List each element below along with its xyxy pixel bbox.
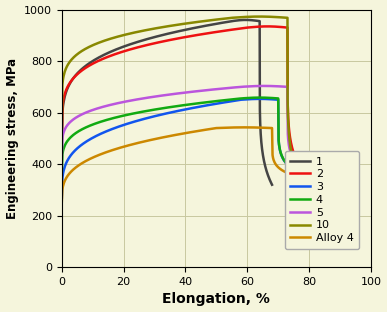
X-axis label: Elongation, %: Elongation, % [163, 292, 271, 306]
4 [257, 96, 262, 100]
Line: 1: 1 [62, 20, 272, 185]
2 [294, 157, 298, 161]
Alloy 4 [125, 144, 130, 148]
2 [313, 183, 318, 187]
3 [187, 107, 192, 110]
1 [235, 19, 239, 22]
1 [132, 41, 136, 45]
Alloy 4 [224, 126, 229, 129]
4 [291, 168, 296, 171]
5 [247, 85, 252, 88]
Alloy 4 [241, 125, 246, 129]
2 [265, 25, 269, 28]
10 [257, 15, 262, 18]
5 [325, 182, 330, 185]
5 [136, 97, 140, 101]
2 [138, 45, 143, 48]
1 [60, 147, 64, 150]
Alloy 4 [187, 130, 192, 134]
3 [136, 119, 141, 122]
Line: 2: 2 [62, 27, 315, 185]
10 [132, 31, 136, 35]
Line: 10: 10 [62, 17, 303, 183]
10 [132, 31, 137, 34]
3 [291, 168, 296, 172]
1 [200, 25, 205, 28]
Alloy 4 [126, 144, 130, 147]
Y-axis label: Engineering stress, MPa: Engineering stress, MPa [5, 58, 19, 219]
4 [136, 111, 140, 115]
4 [136, 110, 141, 114]
10 [301, 182, 305, 185]
4 [60, 170, 64, 174]
3 [245, 97, 250, 101]
Line: 5: 5 [62, 86, 328, 183]
Alloy 4 [288, 173, 293, 176]
1 [132, 41, 137, 45]
4 [187, 103, 192, 106]
1 [181, 28, 185, 32]
5 [60, 154, 64, 158]
2 [213, 30, 217, 34]
10 [290, 154, 295, 158]
5 [187, 90, 192, 94]
4 [245, 96, 250, 100]
2 [60, 136, 64, 140]
3 [207, 103, 212, 107]
10 [181, 22, 185, 26]
2 [139, 45, 144, 48]
5 [207, 88, 212, 92]
5 [262, 84, 266, 88]
3 [136, 119, 140, 122]
1 [261, 156, 266, 160]
1 [243, 18, 248, 22]
Line: 3: 3 [62, 99, 328, 197]
10 [60, 120, 64, 124]
10 [240, 15, 244, 19]
Line: 4: 4 [62, 98, 328, 183]
3 [60, 196, 64, 199]
5 [136, 97, 141, 101]
4 [207, 100, 212, 104]
3 [325, 182, 330, 185]
3 [257, 97, 262, 101]
5 [297, 166, 302, 169]
2 [252, 25, 257, 29]
4 [325, 182, 330, 185]
Alloy 4 [332, 182, 336, 185]
2 [192, 34, 196, 37]
10 [200, 19, 205, 23]
Line: Alloy 4: Alloy 4 [62, 127, 334, 202]
Alloy 4 [60, 200, 64, 203]
Legend: 1, 2, 3, 4, 5, 10, Alloy 4: 1, 2, 3, 4, 5, 10, Alloy 4 [285, 151, 359, 249]
1 [270, 183, 274, 187]
Alloy 4 [170, 134, 174, 138]
